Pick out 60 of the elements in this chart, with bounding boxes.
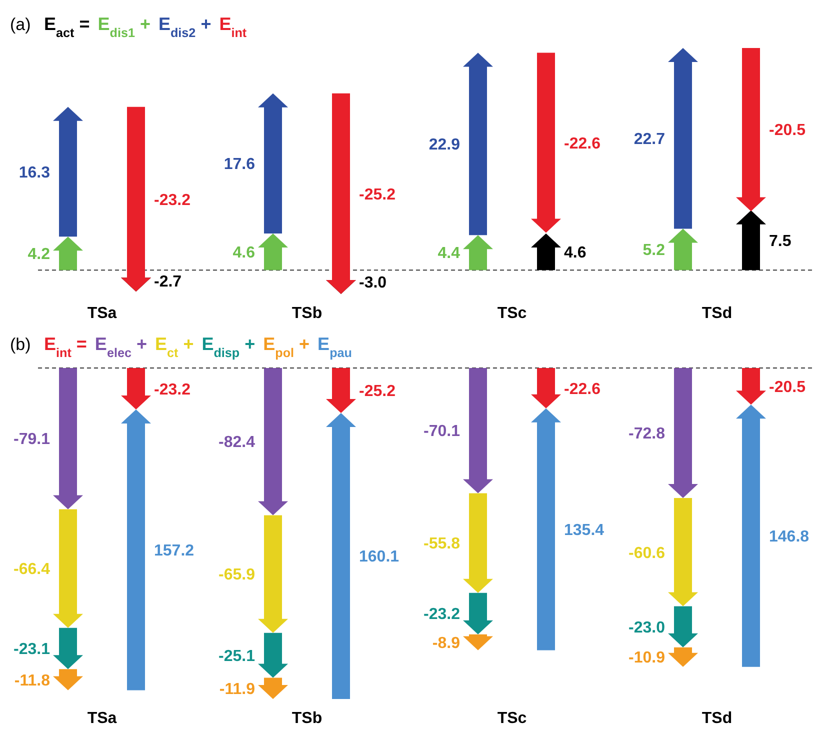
data-label: -70.1 [424, 423, 460, 440]
data-label: -20.5 [769, 378, 806, 396]
data-label: 17.6 [224, 156, 256, 174]
category-label: TSd [702, 710, 732, 727]
data-label: -23.1 [14, 641, 50, 658]
data-label: -55.8 [424, 536, 460, 553]
data-label: -65.9 [218, 566, 256, 584]
data-label: -25.1 [218, 648, 256, 665]
text: (a) [10, 15, 31, 34]
category-label: TSd [702, 305, 732, 322]
data-label: 4.2 [28, 246, 50, 263]
data-label: -22.6 [564, 135, 601, 152]
legend-label: E$_{dis2}$ + [158, 14, 212, 40]
data-label: -11.9 [219, 680, 256, 698]
data-label: -20.5 [769, 122, 806, 140]
legend-label: E$_{pau}$ [318, 334, 352, 360]
data-label: -3.0 [359, 274, 387, 292]
legend-label: E$_{int}$ = [44, 334, 87, 360]
category-label: TSc [497, 305, 527, 322]
data-label: 160.1 [359, 548, 400, 566]
data-label: 4.4 [438, 245, 460, 262]
data-label: 5.2 [642, 242, 666, 260]
data-label: 135.4 [564, 522, 604, 539]
data-label: -8.9 [432, 634, 460, 652]
legend-label: E$_{act}$ = [44, 14, 90, 40]
data-label: 22.9 [428, 136, 460, 154]
data-label: 4.6 [564, 244, 586, 262]
data-label: -79.1 [14, 431, 50, 448]
data-label: -23.0 [628, 619, 666, 636]
category-label: TSb [292, 710, 322, 727]
data-label: 4.6 [232, 244, 256, 262]
data-label: -22.6 [564, 380, 601, 398]
data-label: -60.6 [628, 544, 666, 562]
category-label: TSb [292, 305, 322, 322]
data-label: -66.4 [14, 561, 50, 578]
data-label: -23.2 [424, 606, 460, 624]
data-label: 146.8 [769, 528, 810, 546]
legend-label: E$_{pol}$ + [263, 334, 310, 360]
data-label: -25.2 [359, 186, 396, 204]
data-label: -72.8 [628, 426, 666, 443]
data-label: -82.4 [218, 434, 256, 452]
data-label: -23.2 [154, 381, 191, 398]
data-label: 7.5 [769, 232, 792, 250]
text: (b) [10, 335, 31, 354]
legend-label: E$_{elec}$ + [94, 334, 147, 360]
category-label: TSc [497, 710, 527, 727]
legend-label: E$_{int}$ [219, 14, 248, 40]
legend-label: E$_{dis1}$ + [98, 14, 150, 40]
legend-label: E$_{disp}$ + [202, 334, 256, 360]
category-label: TSa [87, 710, 117, 727]
data-label: -10.9 [628, 650, 666, 667]
data-label: -23.2 [154, 192, 191, 209]
data-label: -2.7 [154, 273, 182, 290]
data-label: 16.3 [18, 164, 50, 182]
legend-label: E$_{ct}$ + [154, 334, 194, 360]
data-label: 22.7 [634, 130, 666, 148]
category-label: TSa [87, 305, 117, 322]
data-label: 157.2 [154, 542, 194, 560]
data-label: -25.2 [359, 383, 396, 400]
data-label: -11.8 [14, 672, 50, 690]
